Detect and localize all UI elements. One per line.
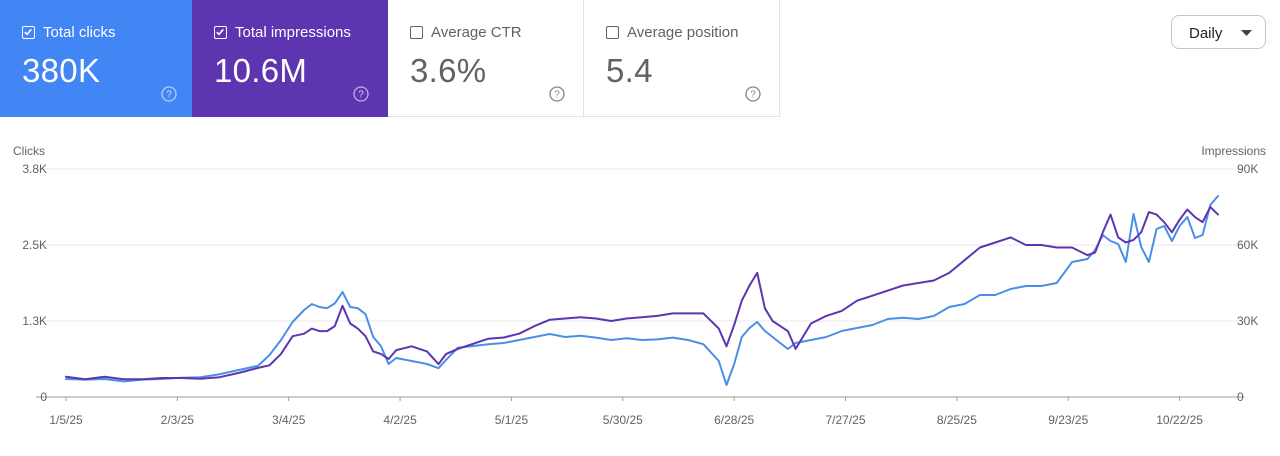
x-tick-label: 3/4/25 bbox=[272, 413, 306, 427]
left-tick-label: 2.5K bbox=[22, 238, 47, 252]
svg-text:?: ? bbox=[750, 90, 756, 101]
metric-value: 3.6% bbox=[410, 52, 487, 89]
x-tick-label: 5/30/25 bbox=[603, 413, 643, 427]
svg-text:?: ? bbox=[554, 90, 560, 101]
left-tick-label: 3.8K bbox=[22, 162, 47, 176]
metric-cards: Total clicks 380K ? Total impressions 10… bbox=[0, 0, 780, 117]
checkbox-checked-icon[interactable] bbox=[214, 26, 227, 39]
caret-down-icon bbox=[1241, 30, 1252, 36]
x-tick-label: 9/23/25 bbox=[1048, 413, 1088, 427]
metric-card-total-clicks[interactable]: Total clicks 380K ? bbox=[0, 0, 192, 117]
metric-card-average-ctr[interactable]: Average CTR 3.6% ? bbox=[388, 0, 584, 117]
left-axis-ticks: 0 1.3K 2.5K 3.8K bbox=[22, 162, 47, 404]
granularity-selected: Daily bbox=[1189, 25, 1223, 42]
right-axis-title: Impressions bbox=[1201, 144, 1266, 158]
metric-value: 10.6M bbox=[214, 52, 308, 89]
metric-label: Average CTR bbox=[431, 24, 522, 41]
series-line-clicks bbox=[65, 195, 1219, 386]
metric-card-average-position[interactable]: Average position 5.4 ? bbox=[584, 0, 780, 117]
metric-label: Total clicks bbox=[43, 24, 116, 41]
x-tick-label: 4/2/25 bbox=[383, 413, 417, 427]
x-tick-label: 8/25/25 bbox=[937, 413, 977, 427]
x-tick-label: 10/22/25 bbox=[1156, 413, 1203, 427]
metric-value: 5.4 bbox=[606, 52, 653, 89]
x-tick-label: 1/5/25 bbox=[49, 413, 83, 427]
grid-lines bbox=[36, 168, 1244, 398]
svg-text:?: ? bbox=[166, 90, 172, 101]
right-axis-ticks: 0 30K 60K 90K bbox=[1237, 162, 1258, 404]
x-tick-label: 5/1/25 bbox=[495, 413, 529, 427]
help-icon[interactable]: ? bbox=[353, 86, 369, 102]
metric-label: Average position bbox=[627, 24, 739, 41]
metric-card-total-impressions[interactable]: Total impressions 10.6M ? bbox=[192, 0, 388, 117]
left-tick-label: 0 bbox=[40, 390, 47, 404]
right-tick-label: 60K bbox=[1237, 238, 1258, 252]
help-icon[interactable]: ? bbox=[549, 86, 565, 102]
granularity-dropdown[interactable]: Daily bbox=[1171, 15, 1266, 49]
metric-value: 380K bbox=[22, 52, 101, 89]
left-axis-title: Clicks bbox=[13, 144, 45, 158]
series-lines bbox=[65, 195, 1219, 386]
right-tick-label: 30K bbox=[1237, 314, 1258, 328]
left-tick-label: 1.3K bbox=[22, 314, 47, 328]
checkbox-checked-icon[interactable] bbox=[22, 26, 35, 39]
help-icon[interactable]: ? bbox=[745, 86, 761, 102]
checkbox-unchecked-icon[interactable] bbox=[410, 26, 423, 39]
help-icon[interactable]: ? bbox=[161, 86, 177, 102]
checkbox-unchecked-icon[interactable] bbox=[606, 26, 619, 39]
x-axis-ticks: 1/5/25 2/3/25 3/4/25 4/2/25 5/1/25 5/30/25 6/2… bbox=[49, 397, 1203, 427]
metric-label: Total impressions bbox=[235, 24, 351, 41]
svg-text:?: ? bbox=[358, 90, 364, 101]
x-tick-label: 7/27/25 bbox=[825, 413, 865, 427]
x-tick-label: 2/3/25 bbox=[161, 413, 195, 427]
series-line-impressions bbox=[65, 206, 1219, 381]
right-tick-label: 0 bbox=[1237, 390, 1244, 404]
x-tick-label: 6/28/25 bbox=[714, 413, 754, 427]
right-tick-label: 90K bbox=[1237, 162, 1258, 176]
